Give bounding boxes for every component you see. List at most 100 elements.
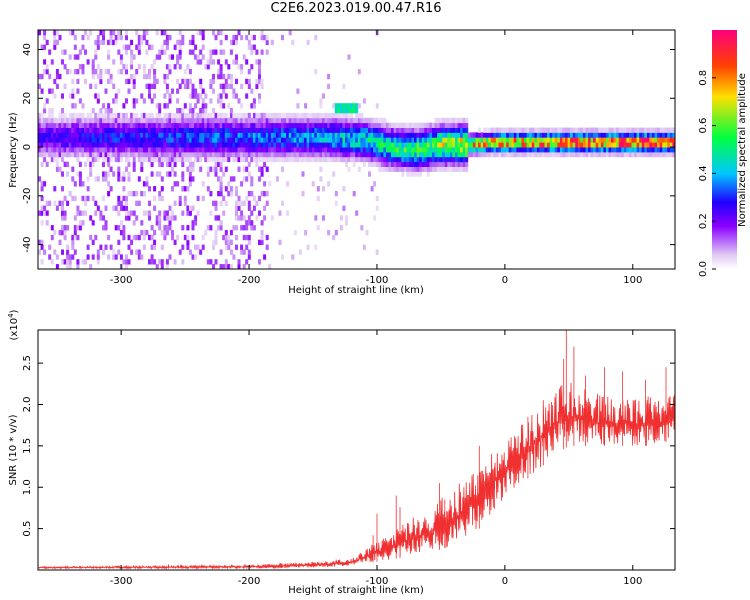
heatmap-cell [247, 147, 251, 153]
heatmap-cell [237, 142, 241, 148]
heatmap-cell [194, 142, 198, 148]
heatmap-cell [291, 127, 295, 133]
heatmap-cell [188, 93, 192, 99]
heatmap-cell [145, 127, 149, 133]
heatmap-cell [155, 220, 159, 226]
heatmap-cell [355, 156, 359, 163]
heatmap-cell [329, 122, 333, 128]
heatmap-cell [61, 127, 64, 133]
colorbar-ticks: 0.00.20.40.60.8 [698, 70, 716, 277]
heatmap-cell [278, 151, 282, 158]
heatmap-cell [158, 117, 162, 124]
heatmap-cell [419, 132, 423, 138]
heatmap-cell [237, 166, 241, 172]
heatmap-cell [304, 137, 308, 143]
heatmap-cell [158, 108, 162, 114]
heatmap-cell [201, 44, 205, 50]
heatmap-cell [160, 117, 164, 124]
heatmap-cell [401, 151, 405, 158]
heatmap-cell [86, 112, 90, 119]
colorbar-label: Normalized spectral amplitude [737, 73, 748, 227]
heatmap-cell [449, 127, 453, 133]
heatmap-cell [160, 132, 164, 138]
heatmap-cell [217, 122, 221, 128]
heatmap-cell [122, 259, 126, 265]
heatmap-cell [462, 142, 466, 148]
heatmap-cell [181, 137, 185, 143]
heatmap-cell [337, 127, 341, 133]
heatmap-cell [50, 225, 54, 231]
heatmap-cell [132, 103, 136, 109]
heatmap-cell [222, 112, 226, 119]
heatmap-cell [626, 147, 630, 153]
heatmap-cell [375, 195, 379, 202]
heatmap-cell [245, 195, 249, 202]
heatmap-cell [148, 151, 151, 158]
heatmap-cell [281, 132, 284, 138]
heatmap-cell [659, 151, 663, 158]
heatmap-cell [76, 234, 80, 241]
heatmap-cell [301, 112, 305, 119]
heatmap-cell [636, 132, 640, 138]
heatmap-cell [201, 98, 205, 104]
heatmap-cell [114, 93, 118, 99]
heatmap-cell [327, 83, 331, 89]
heatmap-cell [148, 127, 151, 133]
heatmap-cell [232, 117, 236, 124]
heatmap-cell [247, 151, 251, 158]
heatmap-cell [258, 78, 261, 85]
heatmap-cell [119, 137, 123, 143]
heatmap-cell [99, 78, 103, 85]
heatmap-cell [360, 137, 364, 143]
snr-panel: -300 -200 -100 0 100 0.51.01.52.02.5 Height … [7, 309, 676, 596]
heatmap-cell [263, 181, 267, 187]
heatmap-cell [503, 151, 507, 158]
heatmap-cell [227, 191, 231, 197]
heatmap-cell [304, 156, 308, 163]
heatmap-cell [178, 137, 182, 143]
heatmap-cell [168, 98, 172, 104]
heatmap-cell [483, 147, 487, 153]
heatmap-cell [178, 122, 182, 128]
heatmap-cell [206, 112, 210, 119]
heatmap-cell [212, 137, 215, 143]
heatmap-cell [621, 127, 625, 133]
heatmap-cell [260, 78, 264, 85]
heatmap-cell [393, 132, 397, 138]
heatmap-cell [304, 103, 308, 109]
heatmap-cell [316, 112, 320, 119]
heatmap-cell [122, 103, 126, 109]
heatmap-cell [86, 142, 90, 148]
heatmap-cell [396, 161, 400, 167]
heatmap-cell [109, 186, 113, 192]
heatmap-cell [368, 142, 371, 148]
heatmap-cell [73, 132, 77, 138]
heatmap-cell [84, 259, 87, 265]
heatmap-cell [623, 147, 627, 153]
heatmap-cell [275, 117, 279, 124]
heatmap-cell [127, 127, 131, 133]
heatmap-cell [265, 166, 269, 172]
heatmap-cell [314, 137, 318, 143]
heatmap-cell [426, 122, 430, 128]
heatmap-cell [255, 147, 259, 153]
heatmap-cell [78, 210, 82, 216]
heatmap-cell [222, 142, 226, 148]
heatmap-cell [181, 244, 185, 250]
heatmap-cell [73, 195, 77, 202]
heatmap-cell [68, 142, 72, 148]
heatmap-cell [122, 230, 126, 236]
heatmap-cell [165, 161, 169, 167]
heatmap-cell [296, 117, 300, 124]
heatmap-cell [432, 142, 435, 148]
heatmap-cell [490, 142, 494, 148]
heatmap-cell [322, 151, 325, 158]
heatmap-cell [475, 137, 479, 143]
heatmap-cell [455, 122, 458, 128]
heatmap-cell [465, 142, 469, 148]
heatmap-cell [567, 142, 571, 148]
heatmap-cell [84, 117, 87, 124]
heatmap-cell [613, 142, 617, 148]
heatmap-cell [549, 151, 553, 158]
heatmap-cell [217, 191, 221, 197]
